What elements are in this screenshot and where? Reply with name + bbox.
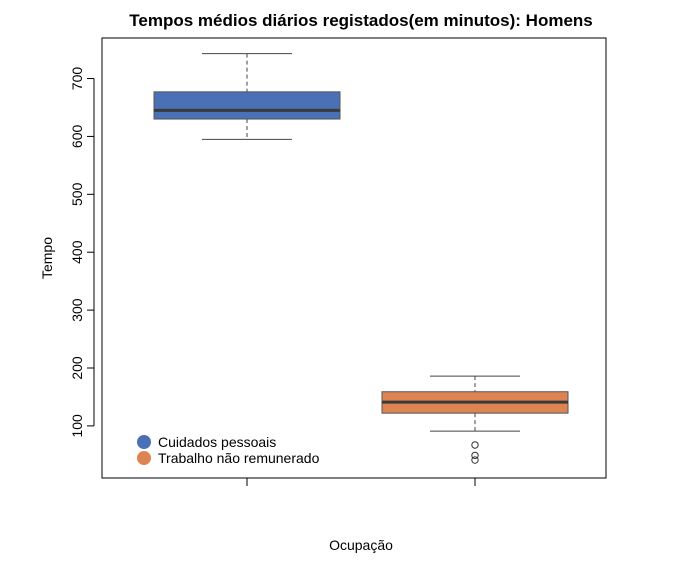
y-tick-label: 300 [69, 298, 85, 322]
y-tick-label: 500 [69, 182, 85, 206]
legend-label: Trabalho não remunerado [158, 450, 320, 466]
outlier-point [471, 451, 479, 460]
box-group-1 [153, 53, 341, 140]
outlier-point [471, 456, 479, 464]
legend-swatch [137, 451, 151, 465]
box-iqr [153, 91, 341, 120]
x-axis [246, 478, 476, 486]
legend-label: Cuidados pessoais [158, 434, 276, 450]
y-tick-label: 700 [69, 67, 85, 91]
chart-title: Tempos médios diários registados(em minu… [129, 11, 593, 30]
outlier-point [471, 441, 479, 449]
y-tick-label: 100 [69, 414, 85, 438]
y-axis-label: Tempo [39, 237, 55, 279]
y-tick-label: 200 [69, 356, 85, 380]
y-tick-label: 400 [69, 240, 85, 264]
plot-frame [101, 37, 607, 479]
boxes [153, 53, 569, 464]
box-group-2 [381, 375, 569, 464]
legend-swatch [137, 435, 151, 449]
x-axis-label: Ocupação [329, 537, 393, 553]
y-tick-label: 600 [69, 125, 85, 149]
y-axis: 100 200 300 400 500 600 700 [69, 67, 95, 438]
